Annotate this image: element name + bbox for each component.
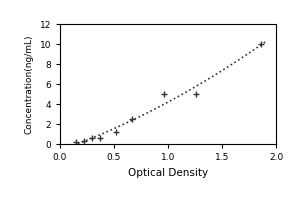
Y-axis label: Concentration(ng/mL): Concentration(ng/mL) [25, 34, 34, 134]
X-axis label: Optical Density: Optical Density [128, 168, 208, 178]
